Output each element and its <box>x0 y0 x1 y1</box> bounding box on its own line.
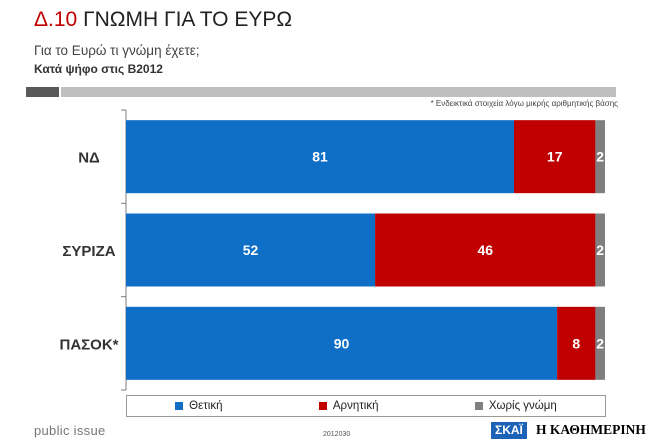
category-label-syriza: ΣΥΡΙΖΑ <box>62 243 115 260</box>
bar-nd-negative <box>513 120 596 194</box>
legend-label-positive: Θετική <box>189 400 223 412</box>
data-label-syriza-negative: 46 <box>477 242 493 258</box>
skai-logo: ΣΚΑΪ <box>491 422 527 439</box>
legend-item-no-opinion: Χωρίς γνώμη <box>474 400 557 412</box>
data-label-nd-negative: 17 <box>547 149 563 165</box>
title-number: Δ.10 <box>34 8 78 31</box>
data-label-nd-no-opinion: 2 <box>596 149 604 165</box>
legend-swatch-positive <box>175 402 184 410</box>
public-issue-logo: public issue <box>34 423 106 438</box>
legend-label-no-opinion: Χωρίς γνώμη <box>488 400 557 412</box>
header-rule-dark <box>26 87 59 97</box>
bar-nd-no-opinion <box>595 120 605 194</box>
bar-syriza-negative <box>375 213 596 287</box>
data-label-pasok-positive: 90 <box>334 335 350 351</box>
kathimerini-logo: Η ΚΑΘΗΜΕΡΙΝΗ <box>536 422 646 437</box>
category-label-nd: ΝΔ <box>78 150 100 167</box>
legend-item-positive: Θετική <box>175 400 223 412</box>
data-label-pasok-no-opinion: 2 <box>596 335 604 351</box>
bar-nd-positive <box>126 120 514 194</box>
legend-item-negative: Αρνητική <box>318 400 379 412</box>
legend-swatch-no-opinion <box>474 402 483 410</box>
data-label-pasok-negative: 8 <box>572 335 580 351</box>
bar-syriza-no-opinion <box>595 213 605 287</box>
category-label-pasok: ΠΑΣΟΚ* <box>59 336 118 353</box>
data-label-syriza-no-opinion: 2 <box>596 242 604 258</box>
bar-pasok-negative <box>557 306 596 380</box>
footnote: * Ενδεικτικά στοιχεία λόγω μικρής αριθμη… <box>430 99 618 108</box>
title-text: ΓΝΩΜΗ ΓΙΑ ΤΟ ΕΥΡΩ <box>83 8 293 31</box>
header-rule-light <box>61 87 616 97</box>
chart-subtitle-2: Κατά ψήφο στις Β2012 <box>34 62 163 76</box>
chart-subtitle: Για το Ευρώ τι γνώμη έχετε; <box>34 43 200 58</box>
chart-legend: Θετική Αρνητική Χωρίς γνώμη <box>126 395 606 417</box>
bar-syriza-positive <box>126 213 376 287</box>
chart-title: Δ.10 ΓΝΩΜΗ ΓΙΑ ΤΟ ΕΥΡΩ <box>34 8 292 32</box>
bar-pasok-positive <box>126 306 558 380</box>
legend-swatch-negative <box>318 402 327 410</box>
data-label-nd-positive: 81 <box>312 149 328 165</box>
legend-label-negative: Αρνητική <box>332 400 379 412</box>
data-label-syriza-positive: 52 <box>243 242 259 258</box>
bar-pasok-no-opinion <box>595 306 605 380</box>
document-code: 2012030 <box>323 431 351 438</box>
